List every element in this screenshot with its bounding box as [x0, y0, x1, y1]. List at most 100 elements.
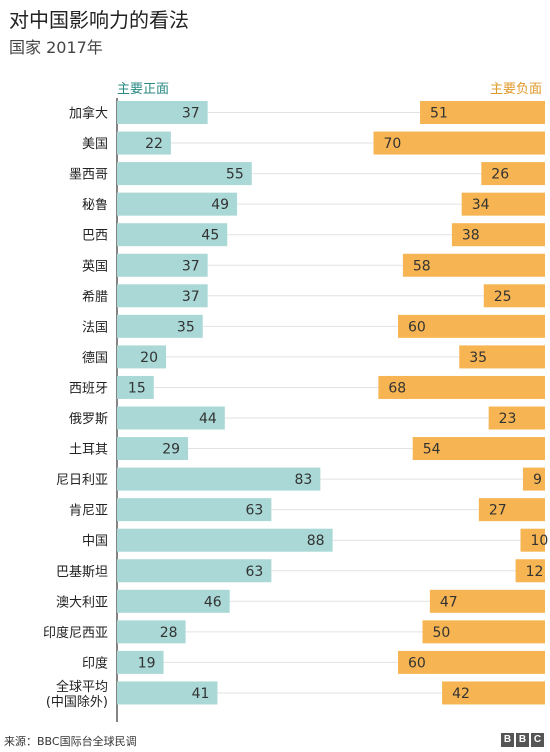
- source-note: 来源：BBC国际台全球民调: [4, 735, 137, 748]
- bar-positive: [117, 559, 272, 583]
- value-label-positive: 55: [226, 167, 244, 183]
- logo-letter-b2: B: [516, 733, 529, 747]
- value-label-negative: 9: [533, 472, 542, 488]
- chart-title: 对中国影响力的看法: [9, 8, 189, 32]
- category-label: 土耳其: [69, 443, 108, 458]
- value-label-negative: 26: [491, 167, 509, 183]
- category-label: 法国: [82, 320, 108, 335]
- category-label: 尼日利亚: [56, 473, 108, 488]
- chart-subtitle: 国家 2017年: [9, 38, 103, 57]
- bar-negative: [398, 314, 545, 338]
- value-label-positive: 22: [145, 136, 163, 152]
- value-label-negative: 34: [472, 197, 490, 213]
- value-label-positive: 37: [182, 106, 200, 122]
- bar-positive: [117, 223, 228, 247]
- category-label: 印度: [82, 655, 108, 671]
- value-label-positive: 63: [246, 503, 264, 519]
- value-label-positive: 20: [140, 350, 158, 366]
- value-label-negative: 47: [440, 594, 458, 610]
- bar-negative: [483, 284, 545, 308]
- category-label: 美国: [82, 137, 108, 152]
- legend-positive: 主要正面: [117, 82, 170, 97]
- bar-positive: [117, 192, 238, 216]
- bar-positive: [117, 467, 321, 491]
- bar-positive: [117, 375, 154, 399]
- value-label-negative: 68: [388, 380, 406, 396]
- bar-negative: [412, 437, 545, 461]
- bar-positive: [117, 101, 208, 124]
- logo-letter-c: C: [531, 733, 544, 747]
- bar-positive: [117, 589, 230, 613]
- value-label-positive: 88: [307, 533, 325, 549]
- category-label: 希腊: [82, 290, 108, 305]
- value-label-negative: 25: [494, 289, 512, 305]
- value-label-positive: 46: [204, 594, 222, 610]
- value-label-positive: 44: [199, 411, 217, 427]
- bar-negative: [422, 620, 545, 644]
- value-label-negative: 35: [469, 350, 487, 366]
- bar-negative: [461, 192, 545, 216]
- bar-positive: [117, 345, 166, 369]
- value-label-negative: 70: [384, 136, 402, 152]
- value-label-negative: 10: [531, 533, 549, 549]
- value-label-positive: 15: [128, 380, 146, 396]
- category-label: 肯尼亚: [69, 504, 108, 519]
- value-label-negative: 50: [433, 625, 451, 641]
- value-label-positive: 49: [211, 197, 229, 213]
- bar-positive: [117, 406, 225, 430]
- category-label: 巴西: [82, 229, 108, 244]
- value-label-negative: 60: [408, 655, 426, 671]
- bar-negative: [520, 528, 545, 552]
- value-label-negative: 51: [430, 106, 448, 122]
- bar-negative: [442, 681, 545, 705]
- value-label-negative: 58: [413, 258, 431, 274]
- value-label-positive: 37: [182, 289, 200, 305]
- value-label-positive: 29: [162, 442, 180, 458]
- value-label-positive: 37: [182, 258, 200, 274]
- logo-letter-b1: B: [501, 733, 514, 747]
- bar-positive: [117, 314, 203, 338]
- bbc-logo: B B C: [501, 733, 544, 747]
- value-label-positive: 41: [192, 686, 210, 702]
- category-label: 西班牙: [69, 381, 108, 396]
- category-label-line: 全球平均: [56, 679, 108, 695]
- bar-negative: [451, 223, 545, 247]
- value-label-positive: 28: [160, 625, 178, 641]
- bar-positive: [117, 620, 186, 644]
- category-label-line: (中国除外): [46, 695, 108, 710]
- bar-positive: [117, 498, 272, 522]
- category-label: 中国: [82, 534, 108, 549]
- value-label-negative: 23: [499, 411, 517, 427]
- bar-negative: [398, 650, 545, 674]
- category-label: 印度尼西亚: [43, 625, 108, 641]
- category-label: 秘鲁: [82, 198, 108, 213]
- bar-negative: [522, 467, 545, 491]
- value-label-positive: 63: [246, 564, 264, 580]
- value-label-negative: 54: [423, 442, 441, 458]
- bar-negative: [488, 406, 545, 430]
- value-label-positive: 83: [295, 472, 313, 488]
- bar-positive: [117, 253, 208, 277]
- bar-negative: [478, 498, 545, 522]
- category-label: 俄罗斯: [69, 412, 108, 427]
- bar-negative: [373, 131, 545, 155]
- bar-negative: [402, 253, 545, 277]
- value-label-negative: 27: [489, 503, 507, 519]
- category-label: 德国: [82, 351, 108, 366]
- category-label: 英国: [82, 259, 108, 274]
- value-label-negative: 42: [452, 686, 470, 702]
- bar-negative: [459, 345, 545, 369]
- bar-negative: [429, 589, 545, 613]
- category-label: 澳大利亚: [56, 594, 108, 610]
- category-label: 全球平均(中国除外): [46, 679, 108, 710]
- bar-negative: [378, 375, 545, 399]
- bar-negative: [420, 101, 545, 124]
- legend-negative: 主要负面: [489, 82, 542, 97]
- bar-negative: [481, 162, 545, 186]
- value-label-positive: 45: [201, 228, 219, 244]
- bar-positive: [117, 650, 164, 674]
- value-label-positive: 19: [138, 655, 156, 671]
- category-label: 巴基斯坦: [56, 565, 108, 580]
- category-label: 加拿大: [69, 106, 108, 122]
